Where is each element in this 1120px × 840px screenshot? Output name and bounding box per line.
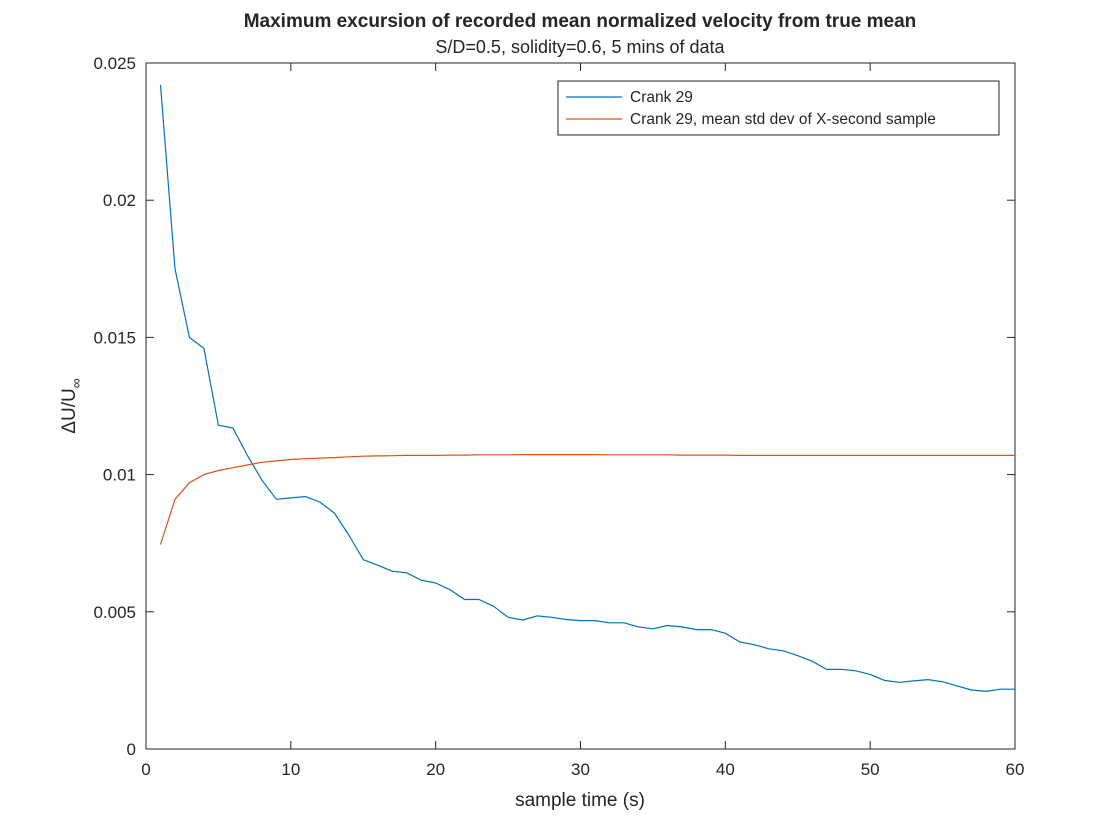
y-tick-label: 0.01: [103, 466, 136, 485]
y-tick-label: 0.025: [93, 54, 136, 73]
x-tick-label: 10: [281, 760, 300, 779]
y-axis-label-group: ΔU/U∞: [59, 378, 84, 433]
legend: Crank 29 Crank 29, mean std dev of X-sec…: [557, 80, 1000, 136]
y-axis-label: ΔU/U∞: [59, 378, 84, 433]
x-tick-label: 30: [571, 760, 590, 779]
series-line-crank-29: [159, 84, 1015, 693]
x-axis-label: sample time (s): [515, 790, 645, 811]
y-tick-label: 0: [127, 740, 136, 759]
legend-entry-crank-29-std-dev: Crank 29, mean std dev of X-second sampl…: [630, 111, 936, 128]
y-tick-label: 0.005: [93, 603, 136, 622]
plot-area: [145, 62, 1016, 750]
chart-title: Maximum excursion of recorded mean norma…: [244, 11, 917, 32]
series-line-crank-29-std-dev: [159, 454, 1015, 545]
x-tick-label: 0: [141, 760, 150, 779]
data-series: [159, 84, 1015, 693]
x-tick-label: 60: [1006, 760, 1025, 779]
y-axis-label-main: ΔU/U: [59, 388, 80, 433]
y-tick-label: 0.015: [93, 328, 136, 347]
y-tick-label: 0.02: [103, 191, 136, 210]
x-tick-label: 50: [861, 760, 880, 779]
axis-ticks: 0 10 20 30 40 50 60 0 0.005 0.01 0.015 0.02 0.025: [93, 54, 1024, 779]
legend-box: [557, 80, 1000, 136]
y-axis-label-subscript: ∞: [68, 378, 84, 388]
legend-entry-crank-29: Crank 29: [630, 89, 693, 106]
x-tick-label: 40: [716, 760, 735, 779]
chart-subtitle: S/D=0.5, solidity=0.6, 5 mins of data: [435, 37, 725, 57]
x-tick-label: 20: [426, 760, 445, 779]
